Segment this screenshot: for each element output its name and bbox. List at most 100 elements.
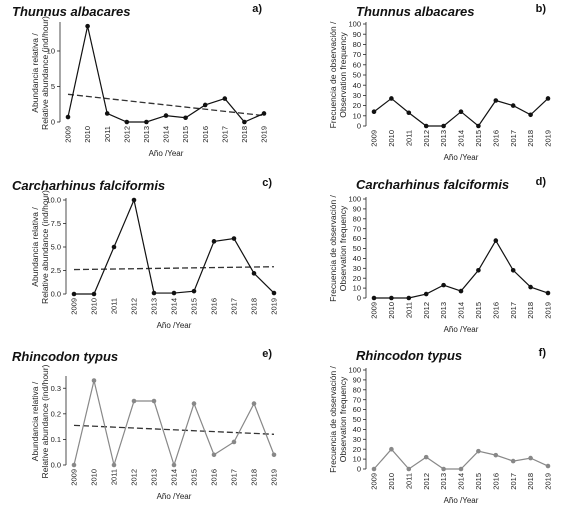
- x-tick-label: 2018: [250, 469, 259, 486]
- y-tick-label: 90: [353, 30, 361, 39]
- panel-c: Carcharhinus falciformis c) 0.0 2.5 5.0 7.5 10…: [12, 177, 279, 330]
- x-axis-title: Año /Year: [444, 153, 479, 162]
- x-tick-label: 2016: [210, 469, 219, 486]
- x-tick-label: 2016: [491, 302, 500, 319]
- y-tick-label: 5.0: [51, 243, 61, 252]
- panel-title: Thunnus albacares: [356, 4, 474, 19]
- data-point: [271, 452, 277, 458]
- y-axis-title-line: Observation frequency: [338, 31, 348, 117]
- data-point: [231, 236, 237, 241]
- y-tick-label: 70: [353, 224, 361, 233]
- y-tick-label: 30: [353, 91, 361, 100]
- data-point: [406, 295, 412, 301]
- y-tick-label: 60: [353, 60, 361, 69]
- x-tick-label: 2017: [509, 302, 518, 319]
- y-axis-title-line: Observation frequency: [338, 376, 348, 462]
- y-tick-label: 100: [348, 20, 361, 29]
- data-point: [111, 244, 117, 250]
- x-tick-label: 2013: [439, 473, 448, 490]
- data-point: [242, 119, 247, 125]
- data-point: [222, 96, 228, 101]
- x-tick-label: 2018: [526, 302, 535, 319]
- y-tick-label: 50: [353, 244, 361, 253]
- y-tick-label: 80: [353, 214, 361, 223]
- data-point: [151, 290, 157, 296]
- data-point: [493, 452, 499, 458]
- data-point: [545, 463, 551, 469]
- y-tick-label: 100: [348, 366, 361, 375]
- y-tick-label: 0.0: [51, 461, 61, 470]
- x-tick-label: 2013: [150, 469, 159, 486]
- y-axis-title-line: Observation frequency: [338, 205, 348, 291]
- y-axis-title-line: Frecuencia de observación /: [328, 365, 338, 472]
- y-tick-label: 60: [353, 234, 361, 243]
- x-tick-label: 2018: [526, 130, 535, 147]
- y-tick-label: 60: [353, 405, 361, 414]
- y-tick-label: 70: [353, 395, 361, 404]
- x-axis-title: Año /Year: [444, 325, 479, 334]
- data-point: [389, 295, 394, 301]
- panel-label: c): [262, 177, 272, 189]
- x-tick-label: 2019: [260, 126, 269, 143]
- data-point: [124, 119, 130, 125]
- data-point: [183, 115, 188, 121]
- y-axis-title: Abundancia relativa /Relative abundance …: [30, 364, 50, 478]
- data-point: [231, 439, 237, 445]
- x-axis-title: Año /Year: [157, 321, 192, 330]
- x-tick-label: 2018: [526, 473, 535, 490]
- trend-line: [73, 424, 275, 435]
- data-point: [261, 111, 267, 116]
- panel-e: Rhincodon typus e) 0.0 0.1 0.2 0.3 2009 2010 201…: [12, 348, 279, 501]
- y-tick-label: 2.5: [51, 266, 61, 275]
- x-axis-title: Año /Year: [149, 149, 184, 158]
- y-tick-label: 5: [51, 82, 55, 91]
- y-tick-label: 20: [353, 101, 361, 110]
- panel-a: Thunnus albacares a) 0 5 10 2009 2010 2011 2012 2…: [12, 3, 269, 158]
- data-point: [144, 119, 149, 125]
- y-axis-title: Frecuencia de observación /Observation f…: [328, 365, 348, 472]
- x-tick-label: 2012: [130, 298, 139, 315]
- data-point: [191, 401, 197, 406]
- panel-title: Thunnus albacares: [12, 4, 130, 19]
- panel-label: e): [262, 348, 272, 360]
- data-point: [458, 466, 464, 472]
- data-point: [371, 466, 377, 472]
- data-point: [171, 290, 177, 296]
- data-point: [476, 448, 481, 454]
- y-axis-title-line: Relative abundance (ind/hour): [40, 16, 50, 130]
- y-tick-label: 10: [353, 111, 361, 120]
- data-point: [510, 267, 516, 273]
- data-point: [441, 282, 446, 288]
- data-point: [163, 113, 169, 118]
- x-tick-label: 2015: [474, 473, 483, 490]
- x-tick-label: 2012: [422, 302, 431, 319]
- y-tick-label: 40: [353, 425, 361, 434]
- trend-line: [67, 93, 265, 117]
- data-point: [71, 291, 77, 297]
- x-tick-label: 2009: [370, 130, 379, 147]
- data-point: [493, 98, 499, 103]
- panel-label: d): [536, 176, 547, 188]
- y-axis-title-line: Abundancia relativa /: [30, 381, 40, 461]
- y-tick-label: 80: [353, 40, 361, 49]
- data-point: [71, 462, 77, 468]
- y-tick-label: 10.0: [46, 196, 61, 205]
- data-point: [371, 295, 377, 301]
- data-point: [211, 239, 217, 244]
- y-tick-label: 7.5: [51, 219, 61, 228]
- x-tick-label: 2013: [142, 126, 151, 143]
- y-tick-label: 0.1: [51, 435, 61, 444]
- panel-title: Rhincodon typus: [356, 348, 462, 363]
- y-tick-label: 40: [353, 81, 361, 90]
- series-line: [73, 380, 275, 468]
- data-point: [171, 462, 177, 468]
- y-tick-label: 0.0: [51, 290, 61, 299]
- x-tick-label: 2011: [110, 298, 119, 314]
- y-tick-label: 40: [353, 254, 361, 263]
- data-point: [406, 466, 412, 472]
- y-axis-title-line: Abundancia relativa /: [30, 207, 40, 287]
- data-point: [104, 111, 110, 116]
- data-point: [389, 446, 394, 452]
- data-point: [65, 114, 71, 120]
- x-tick-label: 2016: [491, 473, 500, 490]
